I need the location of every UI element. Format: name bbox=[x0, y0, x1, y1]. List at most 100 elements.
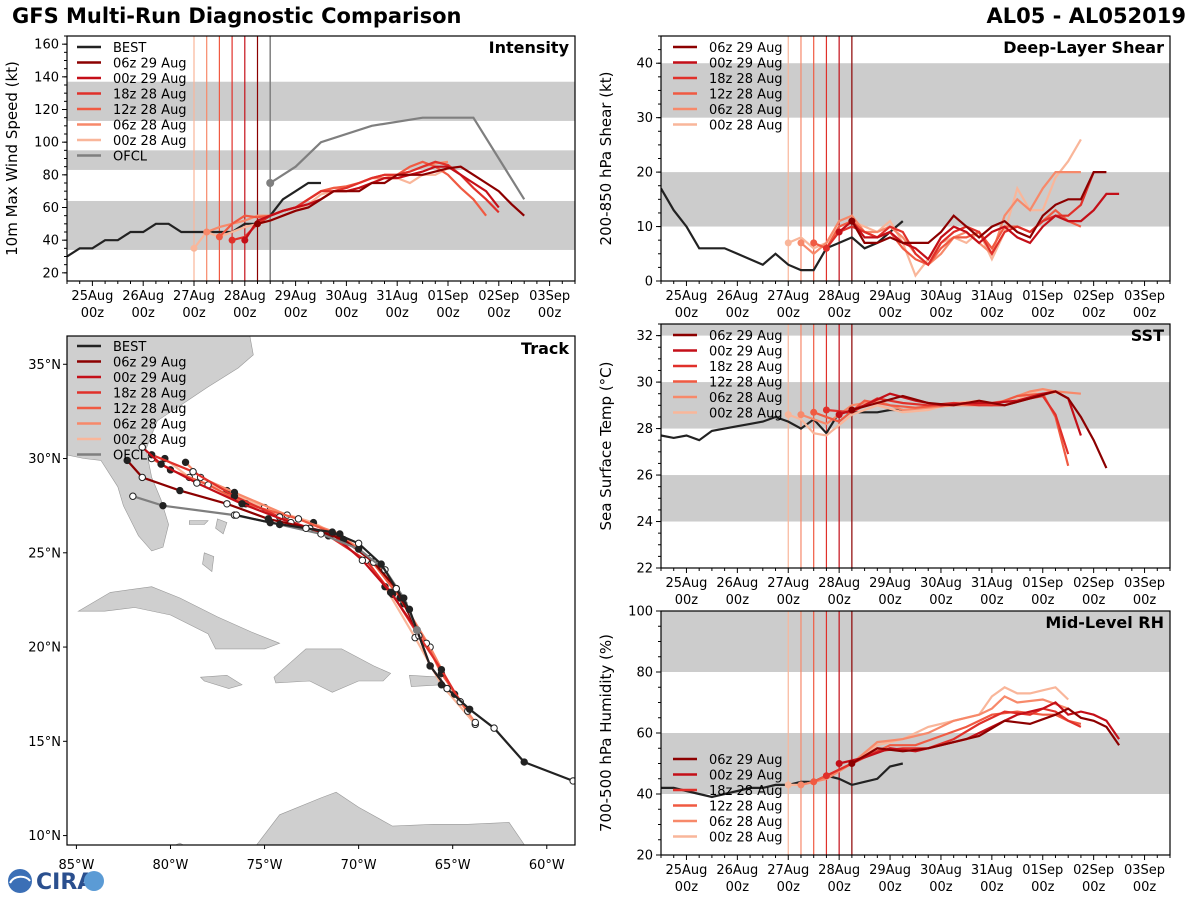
shear-run-init-point-1 bbox=[835, 228, 843, 236]
rh-panel-title: Mid-Level RH bbox=[1045, 613, 1164, 632]
shear-x-date-label: 29Aug bbox=[869, 289, 911, 304]
track-run-1-point bbox=[358, 556, 367, 565]
sst-band-2 bbox=[661, 324, 1170, 336]
land-jamaica bbox=[199, 674, 243, 689]
sst-legend-label: 12z 28 Aug bbox=[709, 376, 783, 391]
intensity-x-hour-label: 00z bbox=[132, 306, 156, 321]
shear-run-init-point-0 bbox=[848, 217, 856, 225]
shear-x-hour-label: 00z bbox=[929, 306, 953, 321]
track-best-point bbox=[392, 584, 400, 593]
track-run-0-point bbox=[123, 456, 131, 465]
rh-run-init-point-3 bbox=[810, 778, 818, 786]
track-run-0-line bbox=[126, 459, 418, 631]
shear-x-date-label: 03Sep bbox=[1124, 289, 1165, 304]
shear-x-date-label: 28Aug bbox=[818, 289, 860, 304]
shear-y-tick-label: 10 bbox=[636, 220, 653, 235]
shear-legend-label: 06z 28 Aug bbox=[709, 103, 783, 118]
track-legend-label: 06z 29 Aug bbox=[113, 356, 187, 371]
intensity-legend-label: BEST bbox=[113, 41, 146, 56]
intensity-y-tick-label: 80 bbox=[42, 168, 59, 183]
shear-legend-label: 18z 28 Aug bbox=[709, 72, 783, 87]
intensity-x-hour-label: 00z bbox=[487, 306, 511, 321]
intensity-x-date-label: 25Aug bbox=[71, 289, 113, 304]
intensity-legend-label: 06z 29 Aug bbox=[113, 57, 187, 72]
track-legend-label: 18z 28 Aug bbox=[113, 387, 187, 402]
track-lon-label: 60°W bbox=[529, 858, 565, 873]
rh-x-hour-label: 00z bbox=[929, 880, 953, 895]
rh-x-date-label: 03Sep bbox=[1124, 863, 1165, 878]
shear-y-axis-label: 200-850 hPa Shear (kt) bbox=[597, 72, 615, 246]
sst-y-tick-label: 32 bbox=[636, 329, 653, 344]
sst-x-hour-label: 00z bbox=[827, 593, 851, 608]
sst-plot-area bbox=[661, 324, 1170, 568]
sst-run-init-point-5 bbox=[784, 411, 792, 419]
rh-x-date-label: 30Aug bbox=[920, 863, 962, 878]
track-lat-label: 25°N bbox=[28, 546, 61, 561]
track-run-0-point bbox=[176, 486, 184, 495]
intensity-x-hour-label: 00z bbox=[436, 306, 460, 321]
rh-run-line-2 bbox=[825, 707, 1082, 777]
intensity-run-line-0 bbox=[257, 165, 525, 225]
intensity-band-2 bbox=[67, 81, 575, 121]
sst-x-date-label: 01Sep bbox=[1022, 576, 1063, 591]
intensity-run-init-point-5 bbox=[190, 244, 198, 252]
sst-y-tick-label: 26 bbox=[636, 469, 653, 484]
intensity-x-date-label: 30Aug bbox=[325, 289, 367, 304]
shear-run-init-point-2 bbox=[822, 244, 830, 252]
sst-x-hour-label: 00z bbox=[878, 593, 902, 608]
intensity-band-0 bbox=[67, 200, 575, 250]
sst-y-axis-label: Sea Surface Temp (°C) bbox=[597, 361, 615, 530]
track-run-1-point bbox=[238, 500, 246, 508]
track-best-point bbox=[426, 662, 434, 670]
track-legend-label: OFCL bbox=[113, 449, 148, 464]
rh-run-init-point-1 bbox=[835, 760, 843, 767]
land-cuba bbox=[77, 586, 281, 650]
track-lat-label: 10°N bbox=[28, 829, 61, 844]
track-lon-label: 65°W bbox=[435, 858, 471, 873]
intensity-legend-label: 06z 28 Aug bbox=[113, 119, 187, 134]
rh-y-tick-label: 80 bbox=[636, 666, 653, 681]
shear-band-0 bbox=[661, 172, 1170, 227]
sst-best-line bbox=[661, 408, 903, 442]
track-lon-label: 75°W bbox=[247, 858, 283, 873]
rh-y-tick-label: 20 bbox=[636, 849, 653, 864]
intensity-x-hour-label: 00z bbox=[182, 306, 206, 321]
track-legend-label: 00z 28 Aug bbox=[113, 433, 187, 448]
intensity-y-tick-label: 140 bbox=[34, 70, 59, 85]
track-best-point bbox=[490, 724, 498, 732]
sst-x-date-label: 29Aug bbox=[869, 576, 911, 591]
shear-y-tick-label: 30 bbox=[636, 111, 653, 126]
sst-x-date-label: 02Sep bbox=[1073, 576, 1114, 591]
track-run-1-point bbox=[157, 460, 165, 468]
track-ofcl-start-point bbox=[412, 626, 421, 635]
rh-x-date-label: 02Sep bbox=[1073, 863, 1114, 878]
rh-run-init-point-0 bbox=[848, 760, 856, 767]
track-panel-title: Track bbox=[521, 339, 569, 358]
sst-band-0 bbox=[661, 475, 1170, 522]
track-best-point bbox=[443, 684, 451, 693]
intensity-ofcl-line bbox=[269, 116, 526, 200]
sst-x-hour-label: 00z bbox=[777, 593, 801, 608]
rh-x-hour-label: 00z bbox=[827, 880, 851, 895]
shear-y-tick-label: 40 bbox=[636, 57, 653, 72]
land-bahamas-abaco bbox=[215, 518, 228, 535]
intensity-legend-label: 00z 28 Aug bbox=[113, 134, 187, 149]
intensity-legend-label: 00z 29 Aug bbox=[113, 72, 187, 87]
intensity-x-hour-label: 00z bbox=[81, 306, 105, 321]
shear-run-init-point-4 bbox=[797, 239, 805, 247]
intensity-plot-area bbox=[67, 36, 575, 281]
sst-run-init-point-4 bbox=[797, 411, 805, 419]
shear-run-line-4 bbox=[800, 171, 1081, 267]
rh-x-date-label: 28Aug bbox=[818, 863, 860, 878]
storm-id: AL05 - AL052019 bbox=[986, 4, 1187, 28]
shear-x-date-label: 26Aug bbox=[716, 289, 758, 304]
sst-x-hour-label: 00z bbox=[1031, 593, 1055, 608]
shear-x-date-label: 02Sep bbox=[1073, 289, 1114, 304]
intensity-legend-label: OFCL bbox=[113, 150, 148, 165]
sst-run-line-0 bbox=[851, 390, 1108, 469]
intensity-ofcl-init-point bbox=[266, 179, 275, 187]
land-united-states bbox=[67, 336, 254, 552]
shear-legend-label: 00z 28 Aug bbox=[709, 119, 783, 134]
intensity-x-hour-label: 00z bbox=[284, 306, 308, 321]
intensity-x-hour-label: 00z bbox=[538, 306, 562, 321]
